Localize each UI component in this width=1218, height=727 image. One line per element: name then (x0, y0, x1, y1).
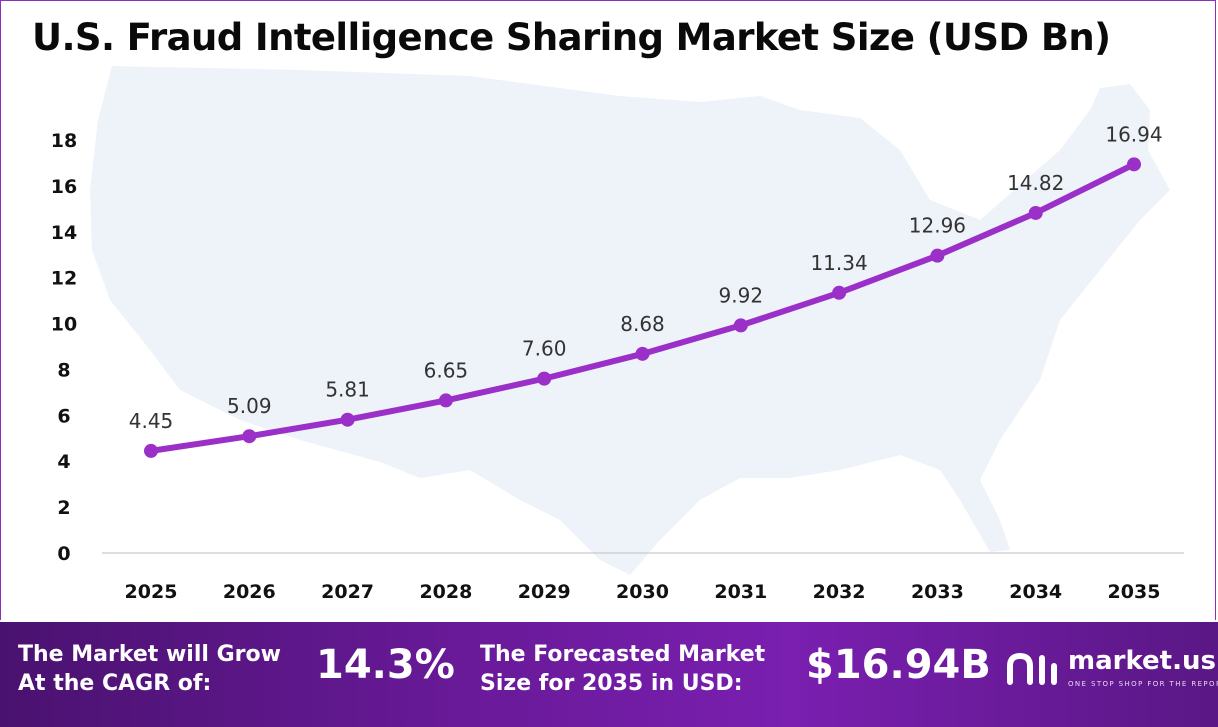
x-tick-label: 2035 (1108, 581, 1161, 603)
y-tick-label: 14 (51, 222, 77, 244)
cagr-value: 14.3% (316, 642, 455, 688)
x-tick-label: 2030 (616, 581, 669, 603)
data-label: 16.94 (1105, 122, 1162, 146)
x-tick-label: 2031 (714, 581, 767, 603)
data-label: 11.34 (810, 251, 867, 275)
cagr-label: The Market will Grow At the CAGR of: (18, 640, 281, 698)
data-label: 4.45 (129, 409, 174, 433)
y-tick-label: 10 (51, 314, 77, 336)
y-tick-label: 18 (51, 130, 77, 152)
data-label: 14.82 (1007, 171, 1064, 195)
x-tick-label: 2032 (813, 581, 866, 603)
x-tick-label: 2026 (223, 581, 276, 603)
data-point (930, 248, 945, 263)
forecast-value: $16.94B (806, 642, 991, 688)
data-point (1127, 157, 1141, 172)
data-point (733, 318, 748, 333)
x-tick-label: 2028 (419, 581, 472, 603)
x-tick-label: 2025 (125, 581, 178, 603)
data-label: 7.60 (522, 337, 567, 361)
data-point (340, 412, 355, 427)
y-tick-label: 2 (57, 497, 70, 519)
brand-tagline: ONE STOP SHOP FOR THE REPORTS (1068, 680, 1218, 688)
forecast-label-line1: The Forecasted Market (480, 642, 766, 667)
data-label: 8.68 (620, 312, 665, 336)
cagr-label-line1: The Market will Grow (18, 642, 281, 667)
footer-banner: The Market will Grow At the CAGR of: 14.… (0, 622, 1218, 727)
y-tick-label: 4 (57, 451, 70, 473)
us-map-background (90, 66, 1170, 575)
data-label: 12.96 (909, 214, 966, 238)
data-point (144, 443, 158, 458)
data-point (1028, 205, 1043, 220)
forecast-label: The Forecasted Market Size for 2035 in U… (480, 640, 765, 698)
y-tick-label: 6 (57, 405, 70, 427)
data-label: 6.65 (424, 358, 469, 382)
data-label: 9.92 (719, 283, 764, 307)
y-tick-label: 16 (51, 176, 77, 198)
cagr-label-line2: At the CAGR of: (18, 671, 212, 696)
x-tick-label: 2033 (911, 581, 964, 603)
x-tick-label: 2029 (518, 581, 571, 603)
market-us-logo-icon (1007, 652, 1057, 685)
forecast-label-line2: Size for 2035 in USD: (480, 671, 743, 696)
data-point (242, 429, 257, 444)
brand-name: market.us (1068, 646, 1216, 676)
y-tick-label: 12 (51, 268, 77, 290)
data-point (635, 346, 650, 361)
data-point (438, 393, 453, 408)
data-label: 5.81 (325, 378, 370, 402)
y-tick-label: 0 (57, 543, 70, 565)
y-tick-label: 8 (57, 359, 70, 381)
data-label: 5.09 (227, 394, 272, 418)
data-point (832, 285, 847, 300)
data-point (537, 371, 552, 386)
line-chart: 0 2 4 6 8 10 12 14 16 18 2025 2026 2027 2028 2029 2030… (51, 66, 1184, 603)
chart-title: U.S. Fraud Intelligence Sharing Market S… (32, 16, 1111, 59)
x-tick-label: 2027 (321, 581, 374, 603)
x-tick-label: 2034 (1009, 581, 1062, 603)
